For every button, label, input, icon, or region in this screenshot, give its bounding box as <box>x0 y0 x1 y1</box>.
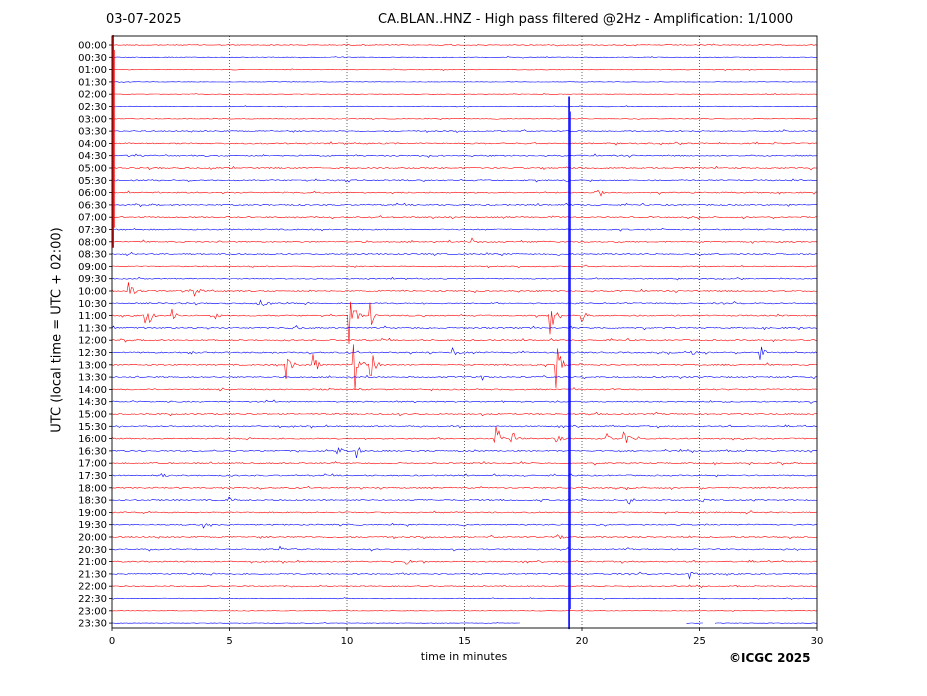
x-axis-label: time in minutes <box>420 650 508 663</box>
y-tick-label: 22:30 <box>78 594 107 605</box>
trace-0200 <box>111 93 818 96</box>
y-tick-label: 23:00 <box>78 606 107 617</box>
y-tick-label: 18:30 <box>78 496 107 507</box>
trace-1400 <box>111 387 818 392</box>
y-tick-label: 14:30 <box>78 397 107 408</box>
y-tick-label: 11:00 <box>78 311 107 322</box>
trace-1330 <box>111 374 818 381</box>
trace-0400 <box>111 141 818 146</box>
trace-1000 <box>111 282 817 297</box>
y-tick-label: 07:00 <box>78 213 107 224</box>
axes-frame <box>111 35 818 629</box>
y-tick-label: 10:30 <box>78 299 107 310</box>
trace-0330 <box>111 129 818 133</box>
y-tick-label: 05:00 <box>78 164 107 175</box>
trace-0800 <box>111 237 818 244</box>
date-label: 03-07-2025 <box>106 12 182 27</box>
y-tick-label: 03:00 <box>78 114 107 125</box>
x-tick-label: 5 <box>226 636 232 647</box>
y-tick-label: 05:30 <box>78 176 107 187</box>
y-tick-label: 07:30 <box>78 225 107 236</box>
y-tick-label: 23:30 <box>78 619 107 630</box>
y-tick-label: 12:30 <box>78 348 107 359</box>
trace-1030 <box>111 299 817 306</box>
trace-1900 <box>111 510 818 515</box>
trace-1700 <box>111 461 818 466</box>
y-tick-label: 04:30 <box>78 151 107 162</box>
trace-1430 <box>111 399 818 404</box>
y-tick-label: 03:30 <box>78 127 107 138</box>
trace-2200 <box>111 584 818 589</box>
y-tick-label: 17:30 <box>78 471 107 482</box>
trace-2000 <box>111 534 818 540</box>
y-tick-label: 09:00 <box>78 262 107 273</box>
y-tick-label: 00:00 <box>78 41 107 52</box>
y-tick-label: 08:30 <box>78 250 107 261</box>
trace-1230 <box>111 346 818 360</box>
y-tick-label: 01:00 <box>78 65 107 76</box>
trace-1200 <box>111 337 818 343</box>
y-tick-label: 01:30 <box>78 77 107 88</box>
trace-1100 <box>112 301 818 345</box>
y-tick-label: 18:00 <box>78 483 107 494</box>
y-tick-label: 13:00 <box>78 360 107 371</box>
y-tick-label: 14:00 <box>78 385 107 396</box>
x-tick-label: 20 <box>576 636 589 647</box>
chart-title: CA.BLAN..HNZ - High pass filtered @2Hz -… <box>378 12 794 27</box>
y-tick-label: 16:00 <box>78 434 107 445</box>
y-tick-label: 02:00 <box>78 90 107 101</box>
trace-2230 <box>111 597 818 600</box>
trace-0230 <box>111 105 818 108</box>
x-tick-label: 15 <box>458 636 471 647</box>
trace-2330 <box>111 622 818 625</box>
x-tick-label: 30 <box>811 636 824 647</box>
trace-0900 <box>111 264 818 269</box>
y-tick-label: 20:30 <box>78 545 107 556</box>
y-tick-label: 12:00 <box>78 336 107 347</box>
x-tick-label: 10 <box>341 636 354 647</box>
trace-1800 <box>111 485 818 491</box>
trace-2030 <box>111 545 818 552</box>
trace-0500 <box>111 165 818 171</box>
y-tick-label: 09:30 <box>78 274 107 285</box>
y-tick-label: 16:30 <box>78 446 107 457</box>
trace-1830 <box>111 496 818 505</box>
trace-group <box>111 35 818 630</box>
y-tick-label: 22:00 <box>78 582 107 593</box>
trace-1300 <box>111 344 818 391</box>
y-tick-label: 17:00 <box>78 459 107 470</box>
copyright-label: ©ICGC 2025 <box>729 651 811 665</box>
trace-2100 <box>111 559 818 565</box>
trace-0300 <box>111 117 818 120</box>
y-tick-label: 00:30 <box>78 53 107 64</box>
y-tick-label: 19:00 <box>78 508 107 519</box>
y-tick-label: 06:00 <box>78 188 107 199</box>
grid-group <box>229 36 700 628</box>
y-tick-label: 04:00 <box>78 139 107 150</box>
y-tick-label: 21:30 <box>78 569 107 580</box>
y-tick-label: 20:00 <box>78 533 107 544</box>
y-tick-label: 08:00 <box>78 237 107 248</box>
y-tick-label: 11:30 <box>78 323 107 334</box>
trace-1600 <box>111 426 818 444</box>
y-tick-label: 15:30 <box>78 422 107 433</box>
x-tick-label: 0 <box>109 636 115 647</box>
y-tick-label: 06:30 <box>78 200 107 211</box>
trace-0730 <box>112 227 818 232</box>
y-tick-label: 13:30 <box>78 373 107 384</box>
trace-2300 <box>112 609 818 612</box>
y-tick-label: 10:00 <box>78 287 107 298</box>
trace-1730 <box>111 473 818 478</box>
y-tick-label: 02:30 <box>78 102 107 113</box>
y-tick-label: 21:00 <box>78 557 107 568</box>
y-tick-label: 19:30 <box>78 520 107 531</box>
y-tick-label: 15:00 <box>78 410 107 421</box>
x-tick-label: 25 <box>693 636 706 647</box>
